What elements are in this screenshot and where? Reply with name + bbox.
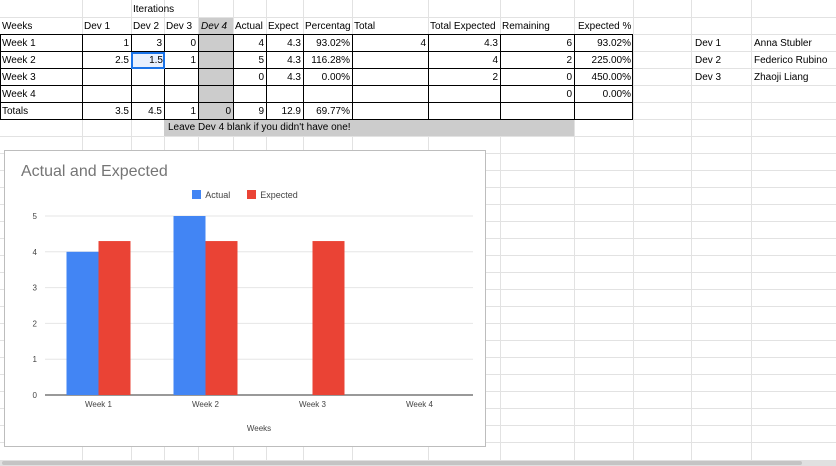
x-tick-label: Week 2 [192,400,220,409]
legend-swatch-actual [192,190,202,200]
cell-total-expected[interactable]: 4.3 [484,38,498,49]
cell-total-expected[interactable]: 4 [492,55,498,66]
totals-actual[interactable]: 9 [258,106,264,117]
x-tick-label: Week 1 [85,400,113,409]
dev-roster-id[interactable]: Dev 1 [695,38,722,49]
cell-actual[interactable]: 4 [258,38,264,49]
totals-dev1[interactable]: 3.5 [115,106,129,117]
cell-expected-pct[interactable]: 225.00% [591,55,631,66]
cell-remaining[interactable]: 0 [566,89,572,100]
totals-percent[interactable]: 69.77% [316,106,350,117]
totals-dev3[interactable]: 1 [190,106,196,117]
x-tick-label: Week 3 [299,400,327,409]
cell-percent[interactable]: 0.00% [321,72,350,83]
row-label[interactable]: Week 4 [2,89,36,100]
bar-expected [312,241,345,395]
chart-title: Actual and Expected [21,163,168,180]
embedded-chart[interactable]: Actual and Expected Actual Expected 0 1 2 3… [4,150,486,447]
cell-percent[interactable]: 116.28% [311,55,350,66]
legend-swatch-expected [247,190,257,200]
totals-dev2[interactable]: 4.5 [148,106,162,117]
y-tick-label: 2 [33,319,38,328]
cell-actual[interactable]: 0 [258,72,264,83]
totals-label[interactable]: Totals [2,106,29,117]
col-header-total[interactable]: Total [354,21,376,32]
dev-roster-name[interactable]: Zhaoji Liang [754,72,809,83]
cell-total-expected[interactable]: 2 [492,72,498,83]
cell-expected[interactable]: 4.3 [287,38,301,49]
legend-label-expected: Expected [260,189,298,200]
cell-dev1[interactable]: 2.5 [115,55,129,66]
col-header-actual[interactable]: Actual [235,21,263,32]
y-tick-label: 0 [33,391,38,400]
iterations-label[interactable]: Iterations [133,4,175,15]
cell-expected[interactable]: 4.3 [287,55,301,66]
col-header-expected[interactable]: Expect [268,21,299,32]
col-header-remaining[interactable]: Remaining [502,21,550,32]
y-tick-label: 3 [33,284,38,293]
chart-legend: Actual Expected [5,189,485,200]
bar-actual [66,251,99,395]
cell-dev2[interactable]: 3 [156,38,162,49]
legend-label-actual: Actual [205,189,231,200]
dev-roster-name[interactable]: Federico Rubino [754,55,828,66]
cell-expected-pct[interactable]: 450.00% [591,72,631,83]
col-header-dev3[interactable]: Dev 3 [166,21,193,32]
totals-dev4[interactable]: 0 [225,106,231,117]
row-label[interactable]: Week 2 [2,55,36,66]
cell-dev1[interactable]: 1 [123,38,129,49]
cell-remaining[interactable]: 2 [566,55,572,66]
cell-actual[interactable]: 5 [258,55,264,66]
dev4-note[interactable]: Leave Dev 4 blank if you didn't have one… [164,120,574,136]
cell-total[interactable]: 4 [420,38,426,49]
x-axis-title: Weeks [247,424,271,433]
totals-expected[interactable]: 12.9 [281,106,301,117]
col-header-expected-pct[interactable]: Expected % [578,21,632,32]
col-header-dev2[interactable]: Dev 2 [133,21,160,32]
dev-roster-id[interactable]: Dev 2 [695,55,722,66]
dev-roster-name[interactable]: Anna Stubler [754,38,812,49]
cell-expected-pct[interactable]: 93.02% [597,38,631,49]
col-header-dev1[interactable]: Dev 1 [84,21,111,32]
cell-remaining[interactable]: 6 [566,38,572,49]
chart-plot: 0 1 2 3 4 5 Week 1 Week 2 Week 3 Week 4 Weeks [33,212,473,433]
bar-actual [173,216,206,395]
cell-expected-pct[interactable]: 0.00% [602,89,631,100]
y-tick-label: 4 [33,248,38,257]
cell-expected[interactable]: 4.3 [287,72,301,83]
dev-roster-id[interactable]: Dev 3 [695,72,722,83]
cell-dev2-selected[interactable]: 1.5 [131,52,165,69]
cell-remaining[interactable]: 0 [566,72,572,83]
scrollbar-thumb[interactable] [2,461,802,465]
col-header-percentage[interactable]: Percentag [305,21,351,32]
y-tick-label: 5 [33,212,38,221]
col-header-weeks[interactable]: Weeks [2,21,33,32]
col-header-dev4[interactable]: Dev 4 [199,19,233,34]
row-label[interactable]: Week 3 [2,72,36,83]
cell-dev3[interactable]: 1 [190,55,196,66]
row-label[interactable]: Week 1 [2,38,36,49]
cell-percent[interactable]: 93.02% [316,38,350,49]
cell-dev3[interactable]: 0 [190,38,196,49]
bar-expected [205,241,238,395]
bar-expected [98,241,131,395]
x-tick-label: Week 4 [406,400,434,409]
y-tick-label: 1 [33,355,38,364]
col-header-total-expected[interactable]: Total Expected [430,21,496,32]
